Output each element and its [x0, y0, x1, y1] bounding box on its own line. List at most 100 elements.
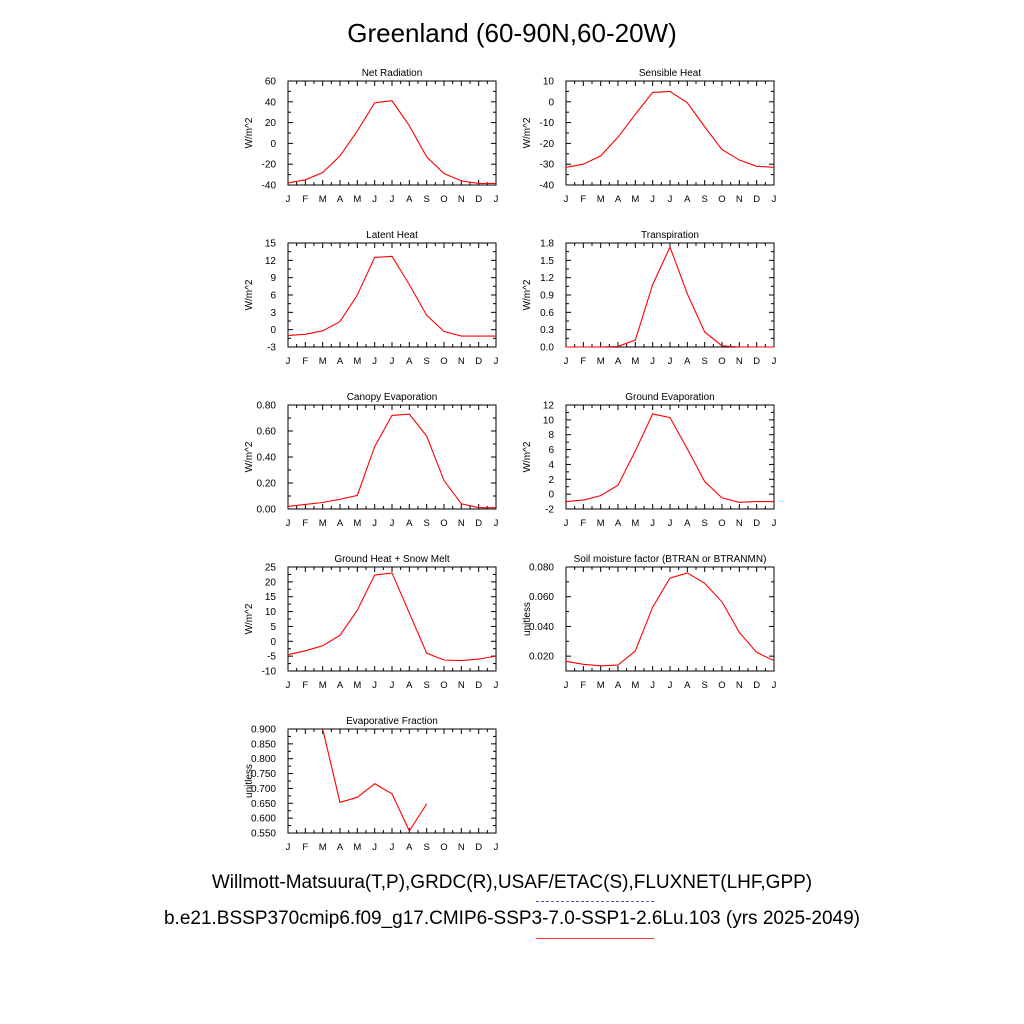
x-tick-label: J [494, 356, 499, 367]
y-tick-label: 15 [265, 592, 277, 603]
x-tick-label: F [302, 356, 308, 367]
panel-8: Soil moisture factor (BTRAN or BTRANMN) u… [522, 554, 777, 691]
y-tick-label: -3 [267, 343, 276, 354]
y-tick-label: 0 [270, 637, 276, 648]
y-tick-label: 6 [270, 291, 276, 302]
x-tick-label: J [390, 194, 395, 205]
y-tick-label: 2 [548, 475, 554, 486]
x-tick-label: J [390, 680, 395, 691]
y-tick-label: 60 [265, 77, 277, 88]
y-tick-label: 0.080 [529, 563, 554, 574]
x-tick-label: A [406, 356, 413, 367]
y-tick-label: 1.2 [540, 273, 554, 284]
panel-frame [565, 404, 775, 510]
y-tick-label: 0 [548, 97, 554, 108]
panel-title: Net Radiation [362, 68, 423, 79]
x-tick-label: D [475, 518, 482, 529]
x-tick-label: S [423, 842, 429, 853]
y-tick-label: 10 [543, 77, 555, 88]
x-tick-label: J [286, 518, 291, 529]
x-tick-label: J [286, 356, 291, 367]
panel-title: Transpiration [641, 230, 699, 241]
series-line [566, 245, 774, 348]
x-tick-label: A [684, 194, 691, 205]
x-tick-label: J [772, 194, 777, 205]
x-tick-label: N [458, 194, 465, 205]
x-tick-label: J [286, 680, 291, 691]
y-tick-label: -10 [540, 118, 555, 129]
y-tick-label: 5 [270, 622, 276, 633]
x-tick-label: A [684, 518, 691, 529]
y-tick-label: 0.20 [257, 479, 277, 490]
x-tick-label: M [631, 356, 639, 367]
x-tick-label: M [631, 518, 639, 529]
y-tick-label: 10 [265, 607, 277, 618]
x-tick-label: J [390, 842, 395, 853]
x-tick-label: O [440, 680, 447, 691]
x-tick-label: J [372, 194, 377, 205]
y-tick-label: 8 [548, 430, 554, 441]
y-tick-label: 20 [265, 118, 277, 129]
x-tick-label: D [753, 194, 760, 205]
x-tick-label: A [337, 842, 344, 853]
panel-ylabel: W/m^2 [244, 603, 255, 634]
x-tick-label: A [684, 680, 691, 691]
y-tick-label: 3 [270, 308, 276, 319]
x-tick-label: A [615, 356, 622, 367]
x-tick-label: J [372, 518, 377, 529]
y-tick-label: -5 [267, 652, 276, 663]
series-line [287, 100, 496, 184]
panel-title: Latent Heat [366, 230, 418, 241]
y-tick-label: 15 [265, 239, 277, 250]
x-tick-label: O [718, 680, 725, 691]
series-line [565, 90, 775, 168]
series-line [565, 572, 775, 667]
y-tick-label: 10 [543, 415, 555, 426]
panel-title: Sensible Heat [639, 68, 701, 79]
x-tick-label: A [337, 356, 344, 367]
x-tick-label: A [337, 518, 344, 529]
x-tick-label: F [302, 680, 308, 691]
x-tick-label: N [458, 680, 465, 691]
series-line [287, 572, 497, 662]
x-tick-label: M [597, 518, 605, 529]
y-tick-label: 12 [265, 256, 277, 267]
x-tick-label: M [597, 356, 605, 367]
x-tick-label: M [631, 194, 639, 205]
y-tick-label: -20 [262, 160, 277, 171]
series-line [322, 728, 428, 833]
x-tick-label: F [580, 194, 586, 205]
y-tick-label: 6 [548, 445, 554, 456]
y-tick-label: 0.40 [257, 453, 277, 464]
x-tick-label: J [564, 194, 569, 205]
panel-ylabel: W/m^2 [522, 441, 533, 472]
x-tick-label: M [353, 680, 361, 691]
x-tick-label: M [319, 842, 327, 853]
panel-ylabel: unitless [244, 764, 255, 798]
x-tick-label: M [631, 680, 639, 691]
y-tick-label: 0.00 [257, 505, 277, 516]
legend-observations-swatch [536, 901, 654, 902]
y-tick-label: -40 [262, 181, 277, 192]
panel-title: Evaporative Fraction [346, 716, 438, 727]
x-tick-label: J [494, 518, 499, 529]
x-tick-label: A [684, 356, 691, 367]
x-tick-label: M [597, 680, 605, 691]
x-tick-label: M [353, 842, 361, 853]
legend-model: b.e21.BSSP370cmip6.f09_g17.CMIP6-SSP3-7.… [163, 908, 861, 929]
x-tick-label: A [337, 680, 344, 691]
panel-title: Ground Evaporation [625, 392, 715, 403]
x-tick-label: O [718, 518, 725, 529]
panel-frame [565, 566, 775, 672]
x-tick-label: O [440, 194, 447, 205]
panel-ylabel: W/m^2 [244, 117, 255, 148]
panel-ylabel: W/m^2 [522, 117, 533, 148]
x-tick-label: J [372, 842, 377, 853]
x-tick-label: S [423, 356, 429, 367]
